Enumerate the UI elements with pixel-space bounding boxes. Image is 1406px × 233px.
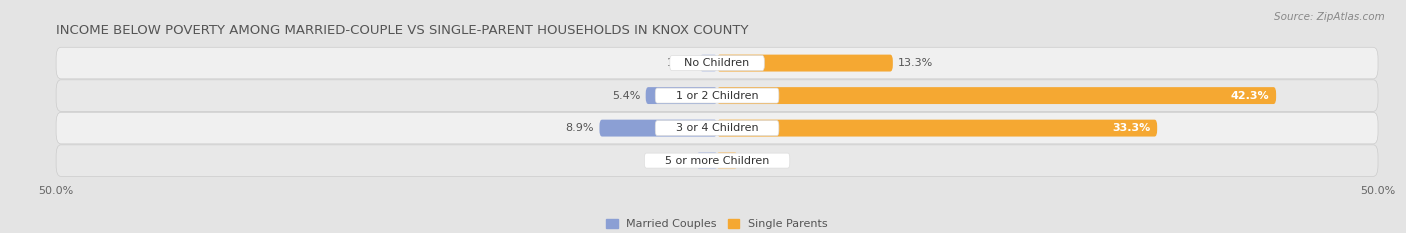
FancyBboxPatch shape xyxy=(697,152,717,169)
FancyBboxPatch shape xyxy=(717,55,893,72)
FancyBboxPatch shape xyxy=(644,153,790,168)
FancyBboxPatch shape xyxy=(669,56,765,71)
Text: 5 or more Children: 5 or more Children xyxy=(665,156,769,166)
FancyBboxPatch shape xyxy=(700,55,717,72)
FancyBboxPatch shape xyxy=(655,121,779,136)
Legend: Married Couples, Single Parents: Married Couples, Single Parents xyxy=(606,219,828,229)
Text: 5.4%: 5.4% xyxy=(612,91,640,101)
Text: 0.0%: 0.0% xyxy=(664,156,692,166)
FancyBboxPatch shape xyxy=(56,112,1378,144)
Text: Source: ZipAtlas.com: Source: ZipAtlas.com xyxy=(1274,12,1385,22)
Text: 33.3%: 33.3% xyxy=(1112,123,1150,133)
Text: No Children: No Children xyxy=(685,58,749,68)
FancyBboxPatch shape xyxy=(717,152,737,169)
FancyBboxPatch shape xyxy=(56,47,1378,79)
Text: 8.9%: 8.9% xyxy=(565,123,595,133)
FancyBboxPatch shape xyxy=(717,87,1277,104)
FancyBboxPatch shape xyxy=(599,120,717,137)
FancyBboxPatch shape xyxy=(645,87,717,104)
Text: INCOME BELOW POVERTY AMONG MARRIED-COUPLE VS SINGLE-PARENT HOUSEHOLDS IN KNOX CO: INCOME BELOW POVERTY AMONG MARRIED-COUPL… xyxy=(56,24,749,37)
FancyBboxPatch shape xyxy=(56,145,1378,176)
Text: 1 or 2 Children: 1 or 2 Children xyxy=(676,91,758,101)
Text: 3 or 4 Children: 3 or 4 Children xyxy=(676,123,758,133)
FancyBboxPatch shape xyxy=(655,88,779,103)
FancyBboxPatch shape xyxy=(56,80,1378,111)
Text: 13.3%: 13.3% xyxy=(898,58,934,68)
Text: 0.0%: 0.0% xyxy=(742,156,770,166)
FancyBboxPatch shape xyxy=(717,120,1157,137)
Text: 1.3%: 1.3% xyxy=(666,58,695,68)
Text: 42.3%: 42.3% xyxy=(1230,91,1270,101)
